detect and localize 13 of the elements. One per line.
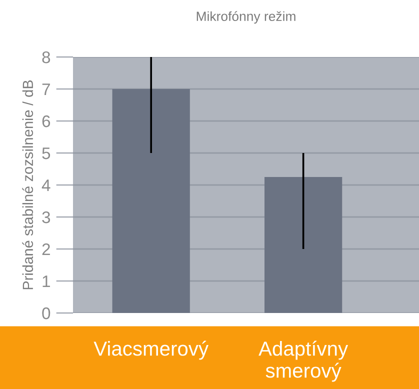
y-tick-label: 5 bbox=[42, 148, 50, 160]
y-tick-label: 6 bbox=[42, 115, 50, 128]
y-tick-label: 1 bbox=[42, 276, 50, 288]
y-tick-label: 8 bbox=[42, 51, 50, 64]
x-tick-label: Adaptívny smerový bbox=[258, 340, 348, 382]
y-tick-label: 3 bbox=[42, 211, 50, 224]
y-tick-label: 2 bbox=[42, 243, 50, 256]
x-tick-label: Viacsmerový bbox=[94, 340, 209, 360]
y-tick-label: 7 bbox=[42, 84, 50, 96]
chart-title: Mikrofónny režim bbox=[196, 11, 296, 24]
y-tick-label: 4 bbox=[42, 180, 50, 192]
y-tick-label: 0 bbox=[42, 307, 50, 320]
y-axis-title: Pridané stabilné zozsilnenie / dB bbox=[22, 80, 34, 290]
